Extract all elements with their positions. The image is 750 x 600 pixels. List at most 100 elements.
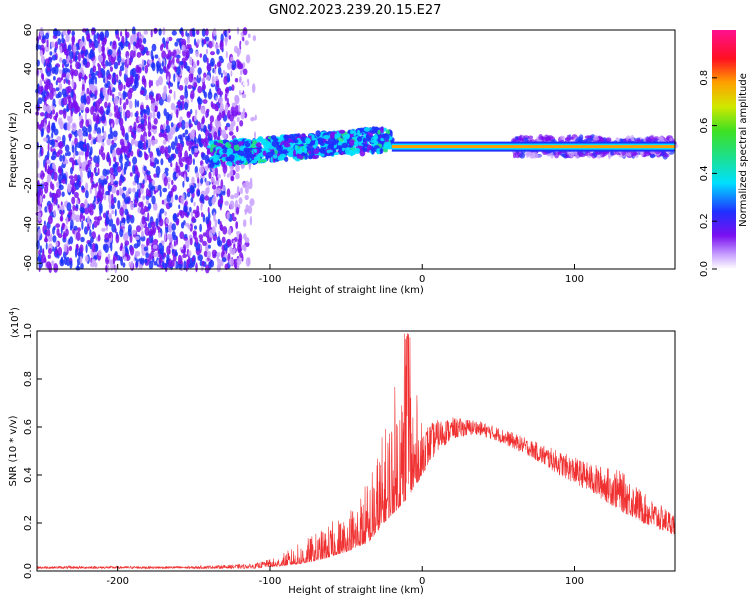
noise-mark: [211, 225, 216, 235]
noise-mark: [71, 160, 77, 166]
band-mark: [276, 144, 283, 152]
noise-mark: [144, 258, 148, 264]
noise-mark: [186, 191, 191, 198]
noise-mark: [191, 176, 195, 185]
noise-mark: [172, 184, 177, 192]
noise-mark: [67, 79, 71, 86]
noise-mark: [151, 125, 157, 130]
noise-mark: [182, 180, 185, 188]
band-mark: [268, 145, 275, 150]
noise-mark: [126, 152, 131, 159]
noise-mark: [76, 106, 81, 113]
noise-mark: [129, 172, 133, 177]
noise-mark: [212, 67, 215, 74]
noise-mark: [158, 132, 163, 138]
noise-mark: [85, 244, 88, 254]
noise-mark: [97, 62, 100, 67]
faint-mark: [523, 137, 529, 144]
noise-mark: [184, 101, 189, 111]
noise-mark: [168, 202, 173, 208]
noise-mark: [230, 119, 236, 127]
noise-mark: [190, 211, 194, 217]
noise-mark: [200, 177, 204, 184]
noise-mark: [238, 63, 244, 70]
noise-mark: [80, 95, 86, 104]
noise-mark: [69, 178, 75, 186]
noise-mark: [107, 185, 113, 191]
band-mark: [294, 144, 298, 151]
noise-mark: [91, 242, 96, 253]
noise-mark: [133, 121, 137, 132]
noise-mark: [90, 175, 94, 184]
noise-mark: [195, 172, 200, 178]
noise-mark: [89, 83, 94, 90]
band-mark: [272, 154, 278, 159]
noise-mark: [150, 29, 153, 38]
noise-mark: [112, 93, 115, 98]
noise-mark: [150, 103, 156, 112]
noise-mark: [84, 207, 90, 215]
noise-mark: [63, 243, 68, 253]
noise-mark: [129, 50, 135, 60]
faint-mark: [592, 137, 600, 141]
noise-mark: [117, 36, 120, 42]
noise-mark: [71, 79, 75, 88]
noise-mark: [209, 259, 215, 268]
noise-mark: [140, 201, 144, 210]
noise-mark: [134, 43, 140, 48]
noise-mark: [189, 56, 193, 66]
noise-mark: [56, 77, 62, 83]
noise-mark: [218, 55, 223, 60]
noise-mark: [86, 108, 89, 114]
noise-mark: [221, 236, 226, 244]
band-mark: [334, 133, 338, 140]
noise-mark: [240, 187, 243, 195]
noise-mark: [109, 213, 112, 220]
noise-mark: [50, 41, 55, 48]
faint-mark: [610, 150, 614, 156]
noise-mark: [182, 132, 186, 138]
band-mark: [293, 149, 296, 157]
band-mark: [284, 156, 289, 162]
noise-mark: [57, 168, 62, 174]
band-mark: [266, 151, 274, 158]
noise-mark: [72, 57, 76, 62]
noise-mark: [44, 44, 50, 53]
noise-mark: [110, 203, 115, 210]
noise-mark: [166, 254, 170, 261]
noise-mark: [192, 158, 195, 166]
noise-mark: [79, 256, 83, 265]
noise-mark: [62, 63, 64, 69]
noise-mark: [188, 263, 194, 269]
y-tick-label: 40: [23, 62, 34, 75]
noise-mark: [177, 79, 180, 90]
noise-mark: [238, 104, 241, 113]
band-mark: [363, 143, 369, 148]
band-mark: [338, 147, 343, 155]
noise-mark: [79, 213, 82, 223]
noise-mark: [212, 195, 217, 203]
noise-mark: [193, 61, 196, 69]
noise-mark: [174, 41, 179, 47]
noise-mark: [156, 93, 162, 101]
noise-mark: [136, 184, 141, 190]
noise-mark: [142, 126, 146, 132]
band-mark: [316, 137, 324, 145]
noise-mark: [190, 108, 193, 115]
noise-mark: [201, 260, 205, 266]
noise-mark: [146, 238, 149, 248]
noise-mark: [146, 170, 151, 176]
noise-mark: [189, 237, 193, 246]
noise-mark: [63, 250, 67, 259]
noise-mark: [210, 57, 215, 67]
colorbar-tick-label: 0.8: [699, 70, 710, 86]
noise-mark: [118, 41, 124, 47]
noise-mark: [185, 50, 190, 58]
noise-mark: [145, 139, 149, 149]
noise-mark: [164, 211, 167, 216]
band-mark: [383, 148, 388, 153]
faint-mark: [605, 137, 612, 142]
noise-mark: [139, 44, 145, 52]
noise-mark: [174, 136, 178, 147]
